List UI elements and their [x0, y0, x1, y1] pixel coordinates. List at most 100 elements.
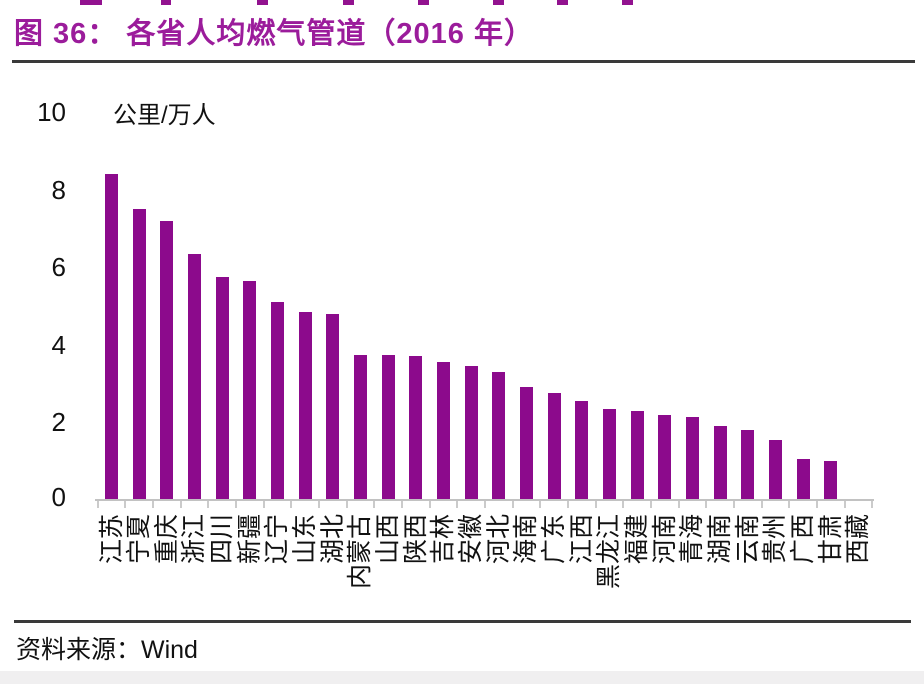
bar	[630, 410, 644, 500]
y-axis-label: 0	[51, 482, 66, 512]
bar	[602, 408, 616, 500]
axis-tick	[262, 501, 265, 508]
x-axis-label: 广东	[540, 514, 569, 565]
bar	[132, 209, 146, 500]
axis-tick	[207, 501, 210, 508]
y-axis-label: 6	[51, 252, 66, 283]
axis-tick	[539, 501, 542, 508]
x-axis-label: 云南	[733, 514, 762, 565]
x-axis-label: 甘肃	[816, 514, 845, 565]
bar	[298, 311, 312, 500]
bar	[270, 302, 284, 500]
axis-tick	[511, 501, 514, 508]
footer-divider	[14, 620, 911, 623]
bar	[436, 362, 450, 500]
x-axis-label: 宁夏	[125, 514, 154, 565]
x-axis-label: 西藏	[844, 514, 873, 565]
x-axis-label: 山东	[291, 514, 320, 565]
x-axis-label: 广西	[789, 514, 818, 565]
bar	[215, 276, 229, 500]
clipped-glyph-fragment	[557, 0, 568, 5]
axis-tick	[345, 501, 348, 508]
bar	[658, 414, 672, 500]
bar	[409, 356, 423, 500]
y-axis-label: 2	[51, 407, 66, 438]
axis-tick	[760, 501, 763, 508]
x-axis-label: 海南	[512, 514, 541, 565]
bar	[741, 430, 755, 500]
axis-tick	[705, 501, 708, 508]
x-axis-label: 青海	[678, 514, 707, 565]
bar	[575, 401, 589, 500]
axis-tick	[483, 501, 486, 508]
bar	[105, 174, 118, 500]
axis-tick	[843, 501, 846, 508]
title-divider	[12, 60, 915, 63]
x-axis-label: 福建	[623, 514, 652, 565]
x-axis-label: 河南	[650, 514, 679, 565]
x-axis-label: 黑龙江	[595, 514, 624, 590]
bar	[547, 393, 561, 500]
bar	[353, 354, 367, 500]
axis-tick	[373, 501, 376, 508]
axis-tick	[649, 501, 652, 508]
bar	[326, 313, 340, 500]
y-axis-unit-label: 公里/万人	[113, 102, 216, 129]
axis-tick	[290, 501, 293, 508]
bar	[824, 461, 838, 500]
bar	[243, 280, 257, 500]
bar	[492, 371, 506, 500]
clipped-glyph-fragment	[257, 0, 268, 5]
bar	[519, 387, 533, 500]
bar	[685, 416, 699, 500]
axis-tick	[234, 501, 237, 508]
bar	[713, 426, 727, 500]
y-axis-label: 8	[51, 174, 66, 205]
axis-tick	[566, 501, 569, 508]
axis-tick	[179, 501, 182, 508]
x-axis-label: 浙江	[180, 514, 209, 565]
axis-tick	[732, 501, 735, 508]
figure-title: 图 36： 各省人均燃气管道（2016 年）	[14, 18, 534, 50]
axis-tick	[871, 501, 874, 508]
clipped-glyph-fragment	[493, 0, 504, 5]
axis-tick	[815, 501, 818, 508]
axis-tick	[317, 501, 320, 508]
x-axis-label: 河北	[484, 514, 513, 565]
bar	[381, 354, 395, 500]
x-axis-label: 山西	[374, 514, 403, 565]
axis-tick	[124, 501, 127, 508]
axis-tick	[788, 501, 791, 508]
bar	[796, 459, 810, 500]
x-axis-label: 安徽	[457, 514, 486, 565]
axis-tick	[151, 501, 154, 508]
x-axis-label: 重庆	[152, 514, 181, 565]
clipped-glyph-fragment	[418, 0, 429, 5]
x-axis-line	[95, 499, 874, 501]
x-axis-label: 江西	[567, 514, 596, 565]
x-axis-label: 辽宁	[263, 514, 292, 565]
x-axis-label: 四川	[208, 514, 237, 565]
bar	[187, 253, 201, 500]
axis-tick	[96, 501, 99, 508]
x-axis-label: 新疆	[235, 514, 264, 565]
x-axis-label: 陕西	[401, 514, 430, 565]
axis-tick	[594, 501, 597, 508]
axis-tick	[677, 501, 680, 508]
clipped-glyph-fragment	[161, 0, 171, 5]
clipped-glyph-fragment	[80, 0, 102, 5]
x-axis-label: 湖南	[706, 514, 735, 565]
clipped-glyph-fragment	[622, 0, 633, 5]
y-axis-label: 4	[51, 329, 66, 360]
bar	[160, 220, 174, 500]
x-axis-label: 吉林	[429, 514, 458, 565]
axis-tick	[428, 501, 431, 508]
x-axis-label: 湖北	[318, 514, 347, 565]
x-axis-label: 贵州	[761, 514, 790, 565]
source-note: 资料来源：Wind	[16, 636, 198, 664]
bar	[768, 439, 782, 500]
bar	[464, 366, 478, 500]
x-axis-label: 内蒙古	[346, 514, 375, 590]
axis-tick	[456, 501, 459, 508]
